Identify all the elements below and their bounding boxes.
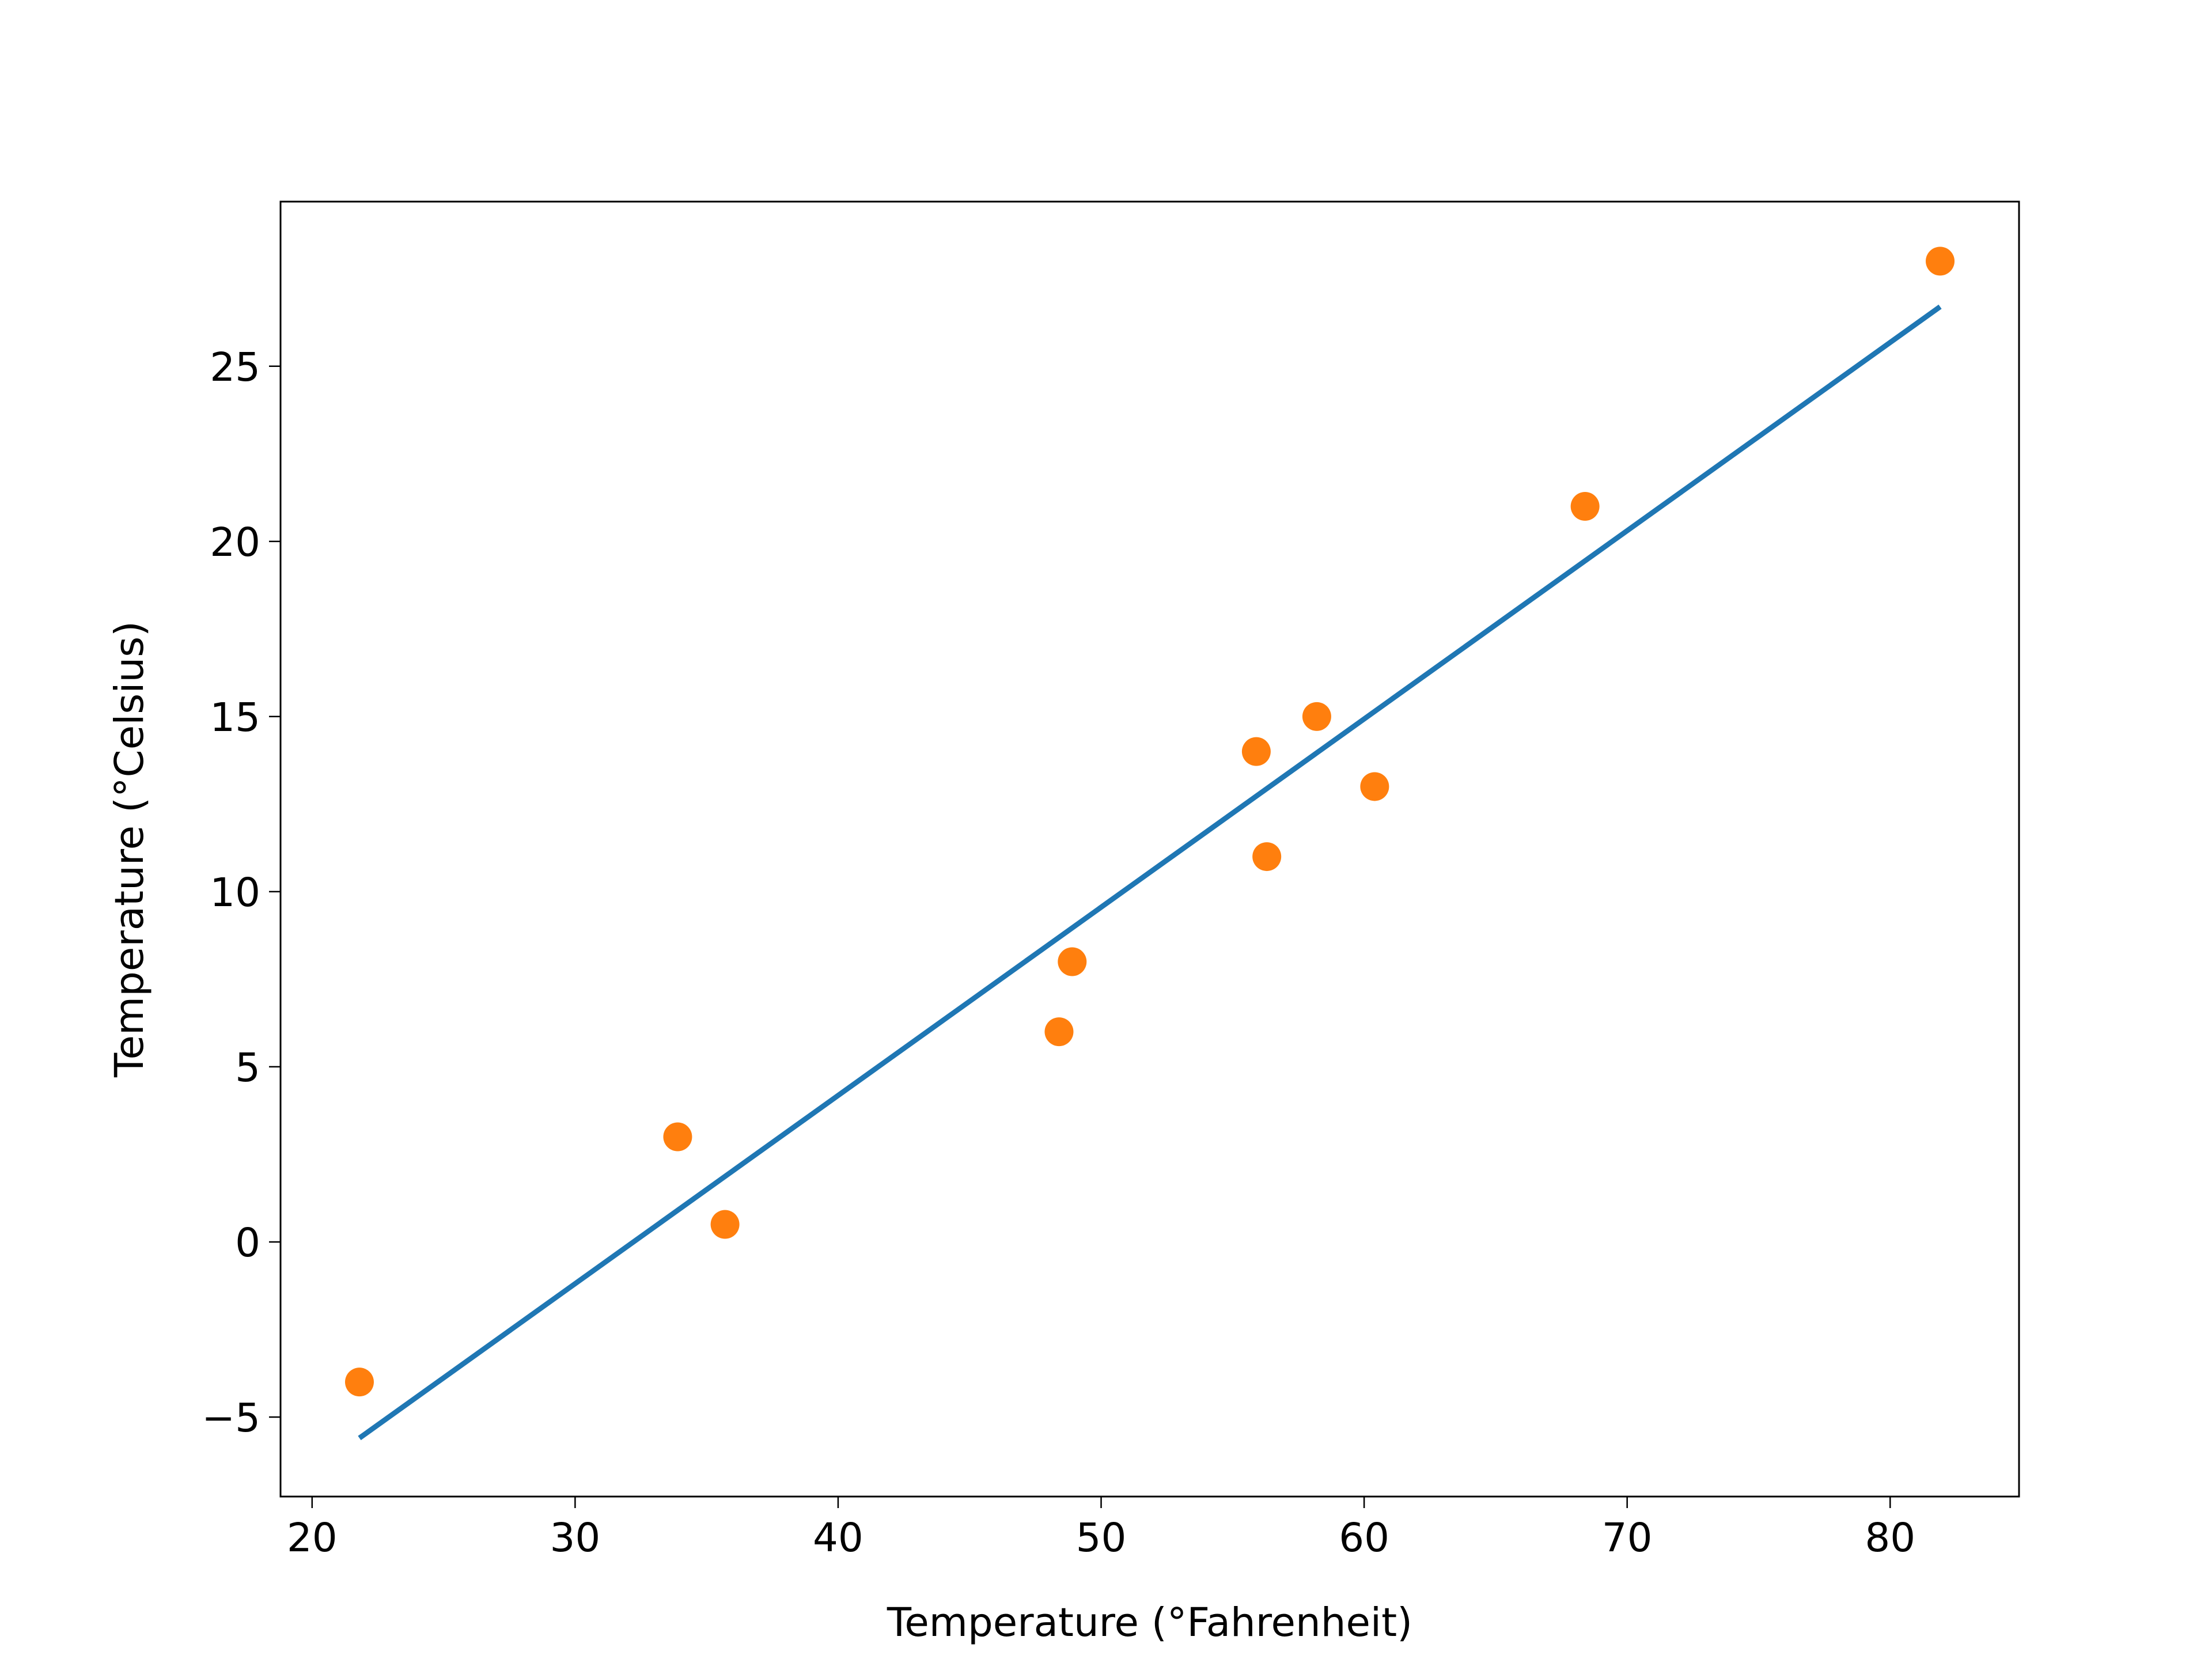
data-point bbox=[1360, 772, 1389, 801]
y-tick-label: 15 bbox=[210, 695, 260, 741]
data-point bbox=[710, 1210, 740, 1239]
x-axis-label: Temperature (°Fahrenheit) bbox=[887, 1600, 1412, 1646]
x-tick-label: 30 bbox=[550, 1515, 600, 1561]
data-point bbox=[1044, 1017, 1074, 1047]
y-tick-label: 10 bbox=[210, 870, 260, 916]
x-tick-label: 20 bbox=[287, 1515, 338, 1561]
data-point bbox=[1926, 247, 1955, 276]
y-tick-label: 25 bbox=[210, 344, 260, 391]
x-tick-label: 70 bbox=[1602, 1515, 1653, 1561]
x-tick-label: 80 bbox=[1865, 1515, 1915, 1561]
data-point bbox=[1302, 702, 1331, 731]
x-tick-label: 50 bbox=[1076, 1515, 1127, 1561]
fit-line bbox=[358, 304, 1942, 1441]
plot-frame bbox=[279, 200, 2020, 1498]
x-tick-label: 60 bbox=[1339, 1515, 1389, 1561]
y-axis-label: Temperature (°Celsius) bbox=[107, 621, 153, 1078]
y-tick-label: 20 bbox=[210, 520, 260, 566]
data-point bbox=[1058, 947, 1087, 976]
y-tick-label: 5 bbox=[235, 1045, 260, 1091]
data-point bbox=[663, 1122, 692, 1152]
y-tick-label: 0 bbox=[235, 1220, 260, 1266]
data-point bbox=[344, 1368, 374, 1397]
y-tick-label: −5 bbox=[202, 1395, 260, 1441]
data-point bbox=[1570, 492, 1600, 521]
data-point bbox=[1241, 737, 1271, 766]
data-point bbox=[1252, 842, 1282, 872]
x-tick-label: 40 bbox=[813, 1515, 863, 1561]
